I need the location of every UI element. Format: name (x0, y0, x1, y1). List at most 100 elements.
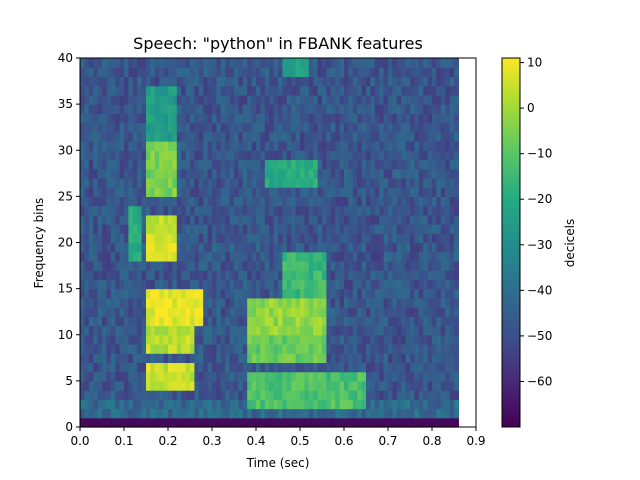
heatmap-cell (326, 307, 332, 317)
heatmap-cell (405, 177, 411, 188)
heatmap-cell (181, 168, 187, 179)
heatmap-cell (93, 113, 99, 124)
heatmap-cell (216, 297, 222, 308)
heatmap-cell (264, 104, 270, 114)
heatmap-cell (348, 260, 354, 271)
heatmap-cell (238, 159, 244, 170)
heatmap-cell (106, 104, 112, 114)
heatmap-cell (445, 233, 451, 244)
heatmap-cell (198, 353, 204, 364)
heatmap-cell (110, 214, 116, 225)
heatmap-cell (348, 67, 354, 78)
heatmap-cell (203, 131, 209, 142)
heatmap-cell (115, 270, 121, 281)
heatmap-cell (344, 399, 349, 410)
heatmap-cell (102, 76, 107, 87)
heatmap-cell (313, 168, 319, 179)
heatmap-cell (168, 297, 173, 308)
heatmap-cell (291, 131, 297, 142)
heatmap-cell (282, 168, 288, 179)
y-tick-label: 15 (58, 282, 73, 296)
heatmap-cell (423, 371, 429, 382)
heatmap-cell (141, 177, 147, 188)
heatmap-cell (229, 177, 235, 188)
heatmap-cell (115, 177, 121, 188)
heatmap-cell (234, 187, 239, 197)
heatmap-cell (326, 251, 332, 262)
heatmap-cell (388, 334, 393, 345)
heatmap-cell (379, 214, 385, 225)
heatmap-cell (106, 251, 112, 262)
heatmap-cell (198, 177, 204, 188)
heatmap-cell (440, 371, 446, 382)
heatmap-cell (207, 113, 213, 124)
heatmap-cell (146, 380, 151, 391)
heatmap-cell (115, 279, 121, 290)
heatmap-cell (238, 196, 244, 207)
heatmap-cell (286, 177, 292, 188)
y-tick-label: 5 (65, 374, 73, 388)
heatmap-cell (225, 325, 231, 336)
heatmap-cell (361, 279, 367, 290)
heatmap-cell (374, 113, 380, 124)
heatmap-cell (449, 85, 455, 96)
heatmap-cell (159, 353, 165, 364)
heatmap-cell (225, 113, 231, 124)
heatmap-cell (410, 362, 415, 373)
heatmap-cell (194, 233, 200, 244)
heatmap-cell (220, 353, 226, 364)
heatmap-cell (159, 177, 165, 188)
heatmap-cell (185, 205, 191, 216)
heatmap-cell (330, 353, 336, 364)
heatmap-cell (366, 58, 371, 68)
heatmap-cell (190, 224, 195, 234)
heatmap-cell (110, 371, 116, 382)
heatmap-cell (410, 316, 415, 327)
heatmap-cell (154, 371, 160, 382)
heatmap-cell (256, 94, 261, 105)
heatmap-cell (440, 168, 446, 179)
heatmap-cell (313, 113, 319, 124)
heatmap-cell (392, 371, 398, 382)
heatmap-cell (339, 224, 345, 234)
heatmap-cell (370, 297, 376, 308)
heatmap-cell (181, 224, 187, 234)
heatmap-cell (388, 251, 393, 262)
heatmap-cell (401, 307, 407, 317)
heatmap-cell (88, 353, 94, 364)
heatmap-cell (304, 334, 310, 345)
heatmap-cell (326, 288, 332, 299)
heatmap-cell (229, 408, 235, 419)
heatmap-cell (273, 260, 279, 271)
heatmap-cell (335, 141, 341, 151)
heatmap-cell (190, 334, 195, 345)
heatmap-cell (273, 390, 279, 400)
heatmap-cell (370, 214, 376, 225)
heatmap-cell (410, 390, 415, 400)
x-tick-label: 0.3 (202, 434, 221, 448)
heatmap-cell (348, 177, 354, 188)
heatmap-cell (260, 380, 266, 391)
heatmap-cell (423, 58, 429, 68)
x-tick-label: 0.7 (378, 434, 397, 448)
heatmap-cell (436, 380, 442, 391)
heatmap-cell (84, 334, 90, 345)
heatmap-cell (115, 159, 121, 170)
heatmap-cell (374, 260, 380, 271)
heatmap-cell (286, 76, 292, 87)
heatmap-cell (185, 353, 191, 364)
heatmap-cell (313, 85, 319, 96)
heatmap-cell (445, 260, 451, 271)
heatmap-cell (264, 270, 270, 281)
heatmap-cell (322, 85, 327, 96)
heatmap-cell (225, 251, 231, 262)
heatmap-cell (273, 297, 279, 308)
heatmap-cell (335, 297, 341, 308)
heatmap-cell (203, 362, 209, 373)
colorbar-tick-label: −10 (527, 147, 552, 161)
heatmap-cell (203, 316, 209, 327)
heatmap-cell (234, 334, 239, 345)
heatmap-cell (225, 187, 231, 197)
heatmap-cell (440, 316, 446, 327)
heatmap-cell (344, 380, 349, 391)
